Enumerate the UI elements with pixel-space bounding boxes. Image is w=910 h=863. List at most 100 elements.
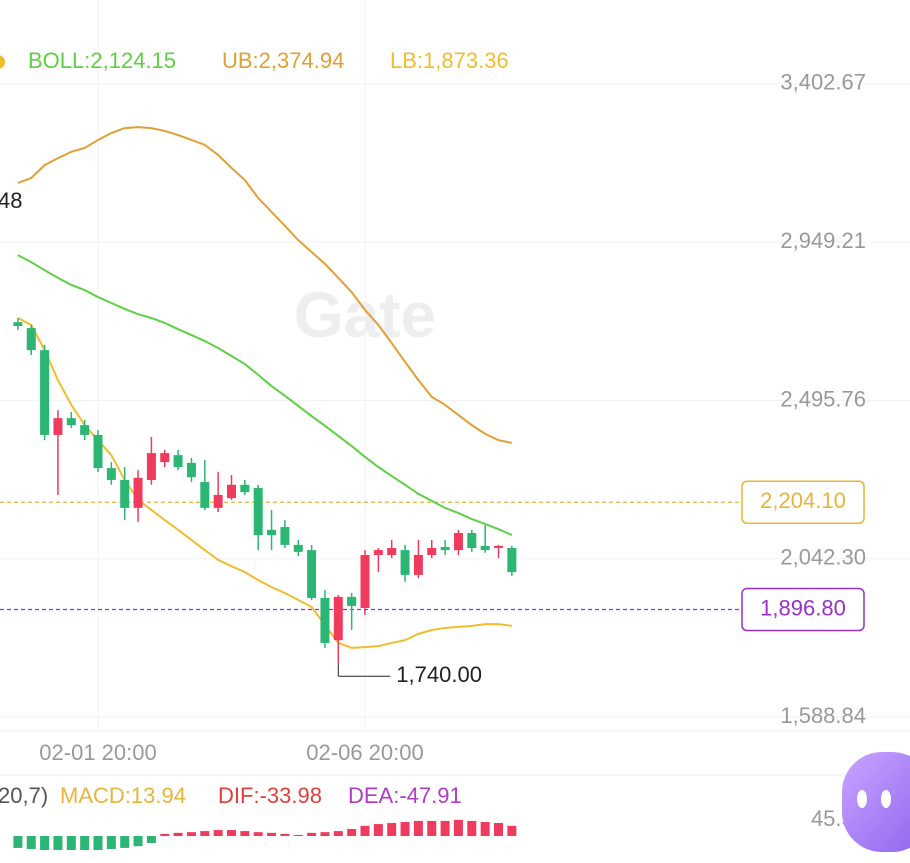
candle-body: [93, 434, 103, 469]
candle-body: [160, 453, 170, 463]
macd-bar: [253, 832, 263, 837]
candle-body: [213, 494, 223, 508]
candle-body: [387, 548, 397, 555]
macd-bar: [80, 836, 90, 851]
band-line: [17, 254, 513, 537]
macd-label: DEA:-47.91: [348, 783, 462, 808]
macd-bar: [453, 819, 463, 837]
candle-body: [293, 544, 303, 552]
macd-bar: [173, 832, 183, 837]
candle-body: [360, 554, 370, 609]
macd-bar: [467, 820, 477, 837]
candle-body: [373, 550, 383, 555]
macd-bar: [40, 836, 50, 851]
macd-bar: [293, 834, 303, 837]
macd-bar: [413, 820, 423, 837]
candle-body: [186, 462, 196, 478]
macd-bar: [146, 836, 156, 844]
macd-bar: [387, 823, 397, 837]
y-tick-label: 2,949.21: [780, 228, 866, 253]
candle-body: [200, 482, 210, 508]
candle-body: [413, 554, 423, 575]
macd-bar: [347, 828, 357, 837]
macd-bar: [360, 825, 370, 837]
macd-bar: [200, 831, 210, 837]
macd-bar: [440, 820, 450, 837]
macd-bar: [480, 821, 490, 837]
candle-body: [53, 418, 63, 435]
y-tick-label: 2,042.30: [780, 545, 866, 570]
candle-body: [307, 550, 317, 598]
annotation-label: 1,740.00: [396, 662, 482, 687]
macd-bar: [427, 820, 437, 837]
candle-body: [26, 328, 36, 351]
candle-body: [133, 477, 143, 508]
candle-body: [467, 533, 477, 549]
band-line: [17, 126, 513, 444]
x-tick-label: 02-06 20:00: [306, 740, 423, 765]
candle-body: [333, 596, 343, 641]
macd-label: MACD:13.94: [60, 783, 186, 808]
candle-body: [267, 529, 277, 536]
y-tick-label: 3,402.67: [780, 70, 866, 95]
macd-bar: [186, 832, 196, 837]
macd-bar: [267, 832, 277, 837]
macd-bar: [373, 824, 383, 837]
candle-body: [173, 455, 183, 468]
candle-body: [440, 546, 450, 551]
macd-label: DIF:-33.98: [218, 783, 322, 808]
macd-bar: [106, 836, 116, 849]
macd-bar: [227, 830, 236, 837]
macd-bar: [133, 836, 143, 847]
macd-bar: [213, 830, 223, 837]
candle-body: [320, 597, 330, 643]
candle-body: [280, 527, 290, 545]
x-tick-label: 02-01 20:00: [39, 740, 156, 765]
macd-bar: [494, 823, 503, 837]
legend-dot: [0, 55, 5, 69]
macd-bar: [333, 831, 343, 837]
candle-body: [146, 453, 156, 480]
macd-bar: [120, 836, 130, 848]
candle-body: [347, 596, 357, 606]
macd-bar: [400, 821, 410, 837]
assistant-button[interactable]: [842, 752, 910, 852]
y-tick-label: 2,495.76: [780, 386, 866, 411]
candle-body: [13, 322, 23, 327]
candle-body: [106, 468, 116, 480]
y-tick-label: 1,588.84: [780, 703, 866, 728]
macd-bar: [320, 832, 330, 837]
candle-body: [427, 548, 437, 555]
price-tag-label: 2,204.10: [760, 488, 846, 513]
indicator-label: BOLL:2,124.15: [28, 48, 176, 73]
candle-body: [240, 484, 250, 493]
candle-body: [80, 425, 90, 435]
price-tag: [741, 587, 865, 632]
candle-body: [120, 479, 130, 508]
indicator-label: LB:1,873.36: [390, 48, 509, 73]
macd-bar: [13, 836, 23, 848]
candle-body: [494, 545, 503, 549]
candle-body: [400, 550, 410, 575]
candle-body: [40, 350, 50, 435]
macd-bar: [507, 825, 517, 837]
candle-body: [480, 545, 490, 551]
macd-bar: [240, 831, 250, 837]
macd-bar: [307, 832, 317, 837]
annotation-label: 48: [0, 188, 22, 213]
candle-body: [227, 484, 236, 499]
candle-body: [507, 548, 517, 573]
candle-body: [453, 533, 463, 551]
candle-body: [66, 418, 76, 426]
candle-body: [253, 487, 263, 536]
macd-bar: [93, 836, 103, 851]
macd-bar: [66, 836, 76, 851]
price-tag: [741, 480, 865, 525]
macd-bar: [53, 836, 63, 851]
band-line: [17, 317, 512, 649]
macd-bar: [160, 833, 170, 837]
indicator-label: UB:2,374.94: [222, 48, 344, 73]
